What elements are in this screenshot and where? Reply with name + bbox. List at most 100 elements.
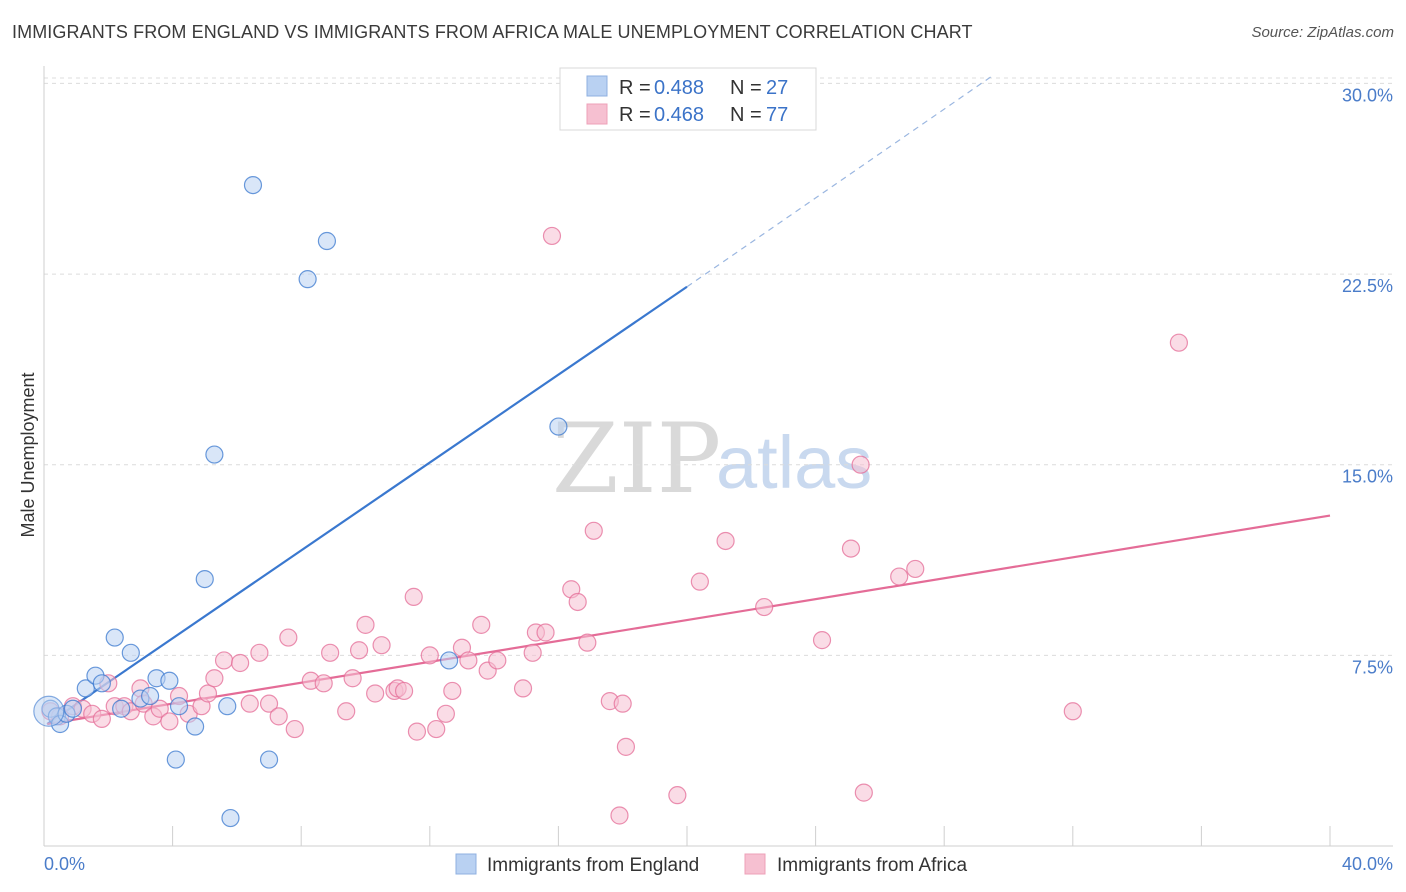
legend-n-value: 27 (766, 77, 788, 99)
africa-point (542, 226, 562, 246)
england-point (218, 697, 237, 716)
england-point (298, 270, 317, 289)
africa-point (755, 597, 774, 617)
africa-point (92, 709, 111, 729)
legend-n-label: N = (730, 77, 767, 99)
england-point (221, 808, 240, 828)
africa-point (716, 531, 735, 551)
africa-point (250, 643, 269, 662)
africa-point (812, 631, 832, 650)
legend-n-value: 77 (766, 104, 788, 126)
africa-point (285, 719, 304, 739)
africa-point (356, 615, 375, 634)
africa-point (1169, 333, 1188, 352)
england-point (105, 628, 124, 647)
africa-point (523, 643, 542, 662)
england-point (160, 671, 179, 690)
england-point (92, 674, 111, 693)
legend-n-label: N = (730, 104, 767, 126)
africa-point (536, 623, 555, 642)
england-point (243, 175, 263, 195)
y-tick-label: 7.5% (1352, 657, 1393, 677)
africa-point (851, 455, 870, 474)
legend-r-label: R = (619, 77, 656, 99)
africa-point (372, 636, 391, 655)
england-point (195, 569, 214, 589)
england-point (112, 699, 131, 718)
bottom-legend: Immigrants from England Immigrants from … (455, 853, 967, 876)
trend-lines (46, 75, 1331, 726)
legend-swatch-england (586, 75, 608, 97)
africa-point (214, 651, 234, 670)
gridlines (44, 77, 1393, 656)
y-axis-label: Male Unemployment (18, 372, 38, 537)
legend-r-label: R = (619, 104, 656, 126)
england-point (140, 686, 160, 706)
y-tick-label: 15.0% (1342, 467, 1393, 487)
england-point-cluster (33, 695, 65, 727)
africa-point (150, 699, 169, 718)
africa-point (568, 592, 587, 612)
africa-point (321, 643, 340, 662)
bottom-legend-swatch-africa (744, 853, 766, 875)
africa-point (578, 633, 597, 652)
england-trend-extension (686, 75, 993, 288)
africa-point (459, 651, 478, 670)
africa-point (854, 783, 873, 802)
y-tick-label: 30.0% (1342, 85, 1393, 105)
watermark-atlas: atlas (716, 421, 872, 504)
africa-point (427, 719, 446, 739)
africa-point (616, 737, 636, 756)
england-point (121, 643, 140, 662)
legend-row-england: R = 0.488 N = 27 (619, 77, 788, 99)
africa-point (231, 653, 250, 673)
england-trend-line (46, 285, 688, 725)
africa-point (613, 694, 632, 713)
africa-point (407, 722, 427, 741)
england-point (166, 750, 185, 769)
africa-point (420, 646, 439, 665)
africa-point (488, 651, 507, 670)
africa-point (584, 521, 603, 540)
africa-point (314, 674, 333, 693)
england-point (549, 417, 568, 436)
africa-point (668, 786, 687, 805)
africa-point (906, 559, 925, 579)
africa-point (337, 702, 356, 721)
england-point (76, 679, 95, 698)
africa-point (205, 669, 224, 688)
watermark-zip: ZIP (552, 403, 721, 515)
africa-point (394, 681, 414, 701)
africa-point (610, 806, 629, 825)
england-point (186, 717, 205, 736)
england-point (439, 651, 459, 670)
england-point (259, 750, 279, 769)
bottom-legend-swatch-england (455, 853, 477, 875)
legend-r-value: 0.488 (654, 77, 704, 99)
legend-r-value: 0.468 (654, 104, 704, 126)
source-credit: Source: ZipAtlas.com (1251, 24, 1394, 41)
england-point (63, 699, 83, 718)
africa-point (890, 567, 909, 586)
africa-point (404, 587, 423, 606)
africa-trend-line (47, 514, 1331, 726)
africa-point (443, 681, 462, 701)
bottom-legend-africa: Immigrants from Africa (777, 855, 967, 876)
africa-point (259, 694, 279, 713)
england-point (169, 697, 189, 716)
africa-point (160, 712, 179, 731)
data-points (33, 175, 1188, 828)
africa-point (279, 628, 298, 647)
africa-point (436, 704, 455, 723)
africa-point (690, 572, 709, 591)
africa-point (349, 641, 369, 660)
x-tick-label-max: 40.0% (1342, 854, 1393, 874)
x-tick-label-min: 0.0% (44, 854, 85, 874)
africa-point (198, 684, 218, 703)
africa-point (366, 684, 385, 703)
africa-point (1063, 702, 1082, 721)
bottom-legend-england: Immigrants from England (487, 855, 699, 876)
axes (43, 66, 1393, 847)
africa-point (472, 615, 491, 634)
